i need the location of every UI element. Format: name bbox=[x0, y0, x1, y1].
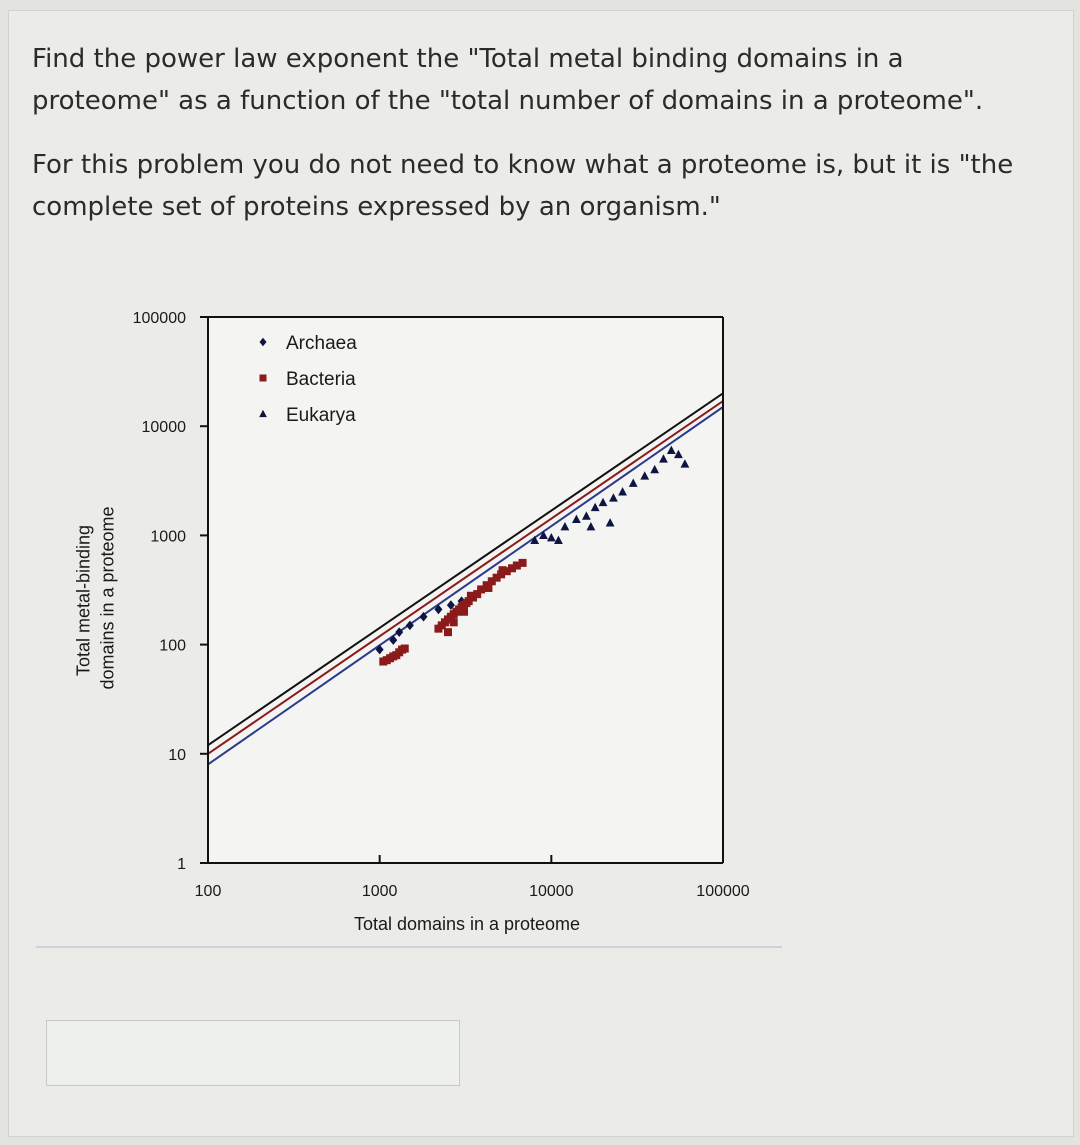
y-tick-label: 1 bbox=[177, 856, 186, 873]
answer-input[interactable] bbox=[46, 1020, 460, 1086]
x-axis-title: Total domains in a proteome bbox=[354, 914, 580, 934]
data-point-archaea bbox=[375, 644, 384, 655]
data-point-archaea bbox=[389, 635, 398, 645]
data-point-archaea bbox=[419, 611, 428, 622]
data-point-eukarya bbox=[674, 449, 683, 459]
data-point-bacteria bbox=[473, 590, 482, 599]
data-point-archaea bbox=[395, 627, 404, 637]
data-point-bacteria bbox=[497, 570, 506, 579]
x-tick-label: 100000 bbox=[696, 883, 749, 900]
data-point-bacteria bbox=[477, 585, 486, 594]
x-tick-label: 10000 bbox=[529, 883, 574, 900]
x-tick-label: 100 bbox=[195, 883, 222, 900]
legend-label-archaea: Archaea bbox=[286, 333, 357, 354]
question-paragraph-2: For this problem you do not need to know… bbox=[32, 150, 1014, 222]
data-point-eukarya bbox=[539, 530, 548, 539]
data-point-eukarya bbox=[554, 535, 563, 544]
data-point-eukarya bbox=[659, 454, 668, 463]
data-point-bacteria bbox=[466, 591, 475, 600]
data-point-eukarya bbox=[560, 521, 570, 531]
x-tick-label: 1000 bbox=[362, 883, 398, 900]
data-point-bacteria bbox=[518, 558, 527, 567]
legend-marker-bacteria bbox=[259, 374, 267, 382]
data-point-eukarya bbox=[628, 478, 638, 487]
plot-area bbox=[208, 317, 723, 863]
data-point-eukarya bbox=[590, 502, 600, 512]
data-point-bacteria bbox=[502, 567, 511, 576]
legend: Archaea Bacteria Eukarya bbox=[259, 333, 357, 426]
question-text: Find the power law exponent the "Total m… bbox=[32, 38, 1042, 250]
data-point-eukarya bbox=[618, 487, 627, 496]
data-point-bacteria bbox=[484, 583, 493, 592]
data-point-archaea bbox=[446, 600, 455, 610]
data-point-eukarya bbox=[609, 493, 618, 502]
data-point-eukarya bbox=[650, 464, 660, 474]
fit-line-3 bbox=[208, 406, 723, 766]
data-point-bacteria bbox=[460, 607, 469, 616]
fit-line-2 bbox=[208, 400, 723, 755]
data-point-bacteria bbox=[492, 573, 501, 582]
data-point-eukarya bbox=[640, 471, 650, 480]
question-paragraph-1: Find the power law exponent the "Total m… bbox=[32, 44, 984, 116]
data-point-eukarya bbox=[666, 445, 676, 455]
legend-label-eukarya: Eukarya bbox=[286, 405, 356, 426]
data-point-archaea bbox=[434, 604, 443, 615]
data-point-eukarya bbox=[605, 518, 615, 527]
y-tick-label: 10 bbox=[168, 747, 186, 764]
data-point-eukarya bbox=[586, 521, 596, 531]
data-point-eukarya bbox=[572, 514, 581, 524]
data-point-bacteria bbox=[487, 577, 496, 586]
data-point-bacteria bbox=[400, 644, 409, 653]
data-point-eukarya bbox=[546, 533, 556, 542]
y-tick-label: 10000 bbox=[142, 419, 187, 436]
y-tick-label: 1000 bbox=[150, 528, 186, 545]
y-tick-label: 100 bbox=[159, 638, 186, 655]
data-point-eukarya bbox=[598, 497, 608, 507]
data-point-eukarya bbox=[680, 459, 690, 468]
legend-label-bacteria: Bacteria bbox=[286, 369, 356, 390]
legend-marker-archaea bbox=[259, 337, 267, 347]
legend-marker-eukarya bbox=[259, 409, 267, 418]
data-point-bacteria bbox=[443, 628, 452, 637]
y-tick-label: 100000 bbox=[133, 310, 186, 327]
y-axis-title-line-1: Total metal-binding bbox=[73, 525, 93, 676]
data-point-bacteria bbox=[464, 597, 473, 606]
data-point-bacteria bbox=[507, 564, 516, 573]
divider bbox=[36, 946, 782, 948]
data-point-bacteria bbox=[512, 561, 521, 570]
y-axis-title-line-2: domains in a proteome bbox=[98, 506, 118, 689]
data-point-bacteria bbox=[449, 618, 458, 627]
data-point-eukarya bbox=[530, 535, 540, 544]
data-point-archaea bbox=[405, 620, 414, 631]
data-point-eukarya bbox=[581, 511, 591, 520]
data-point-bacteria bbox=[498, 566, 507, 575]
y-axis-title: Total metal-binding domains in a proteom… bbox=[73, 506, 117, 689]
fit-line-1 bbox=[208, 392, 723, 746]
